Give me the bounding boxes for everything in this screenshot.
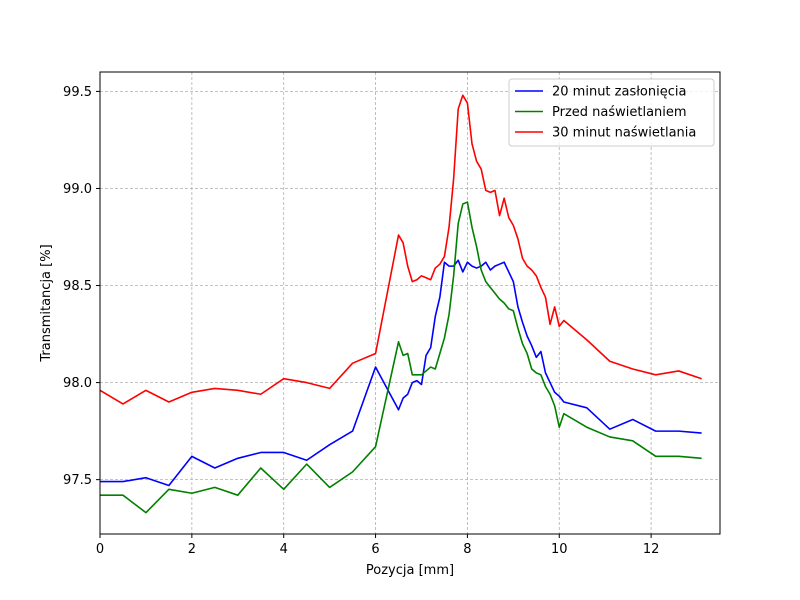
legend: 20 minut zasłonięcia Przed naświetlaniem 3… (508, 78, 715, 147)
series-layer (99, 94, 702, 514)
legend-label-3: 30 minut naświetlania (552, 126, 696, 141)
x-tick-label: 2 (188, 542, 196, 557)
series-line-2 (100, 201, 702, 514)
y-tick-label: 98.0 (63, 376, 92, 391)
plot-frame (99, 71, 721, 535)
x-axis-label: Pozycja [mm] (366, 563, 454, 578)
legend-label-1: 20 minut zasłonięcia (552, 85, 686, 100)
y-tick-label: 99.5 (63, 85, 92, 100)
ticks: 0 2 4 6 8 10 12 97.5 98.0 98.5 99.0 99.5 (63, 85, 659, 557)
legend-box (508, 78, 715, 147)
y-tick-label: 99.0 (63, 182, 92, 197)
x-tick-label: 10 (551, 542, 568, 557)
y-tick-label: 98.5 (63, 279, 92, 294)
x-tick-label: 0 (96, 542, 104, 557)
series-line-1 (100, 259, 702, 487)
x-tick-label: 8 (463, 542, 471, 557)
legend-label-2: Przed naświetlaniem (552, 105, 687, 120)
series-line-3 (99, 94, 702, 405)
y-tick-label: 97.5 (63, 473, 92, 488)
y-axis-label: Transmitancja [%] (39, 244, 54, 362)
x-tick-label: 12 (643, 542, 660, 557)
x-tick-label: 6 (371, 542, 379, 557)
x-tick-label: 4 (280, 542, 288, 557)
